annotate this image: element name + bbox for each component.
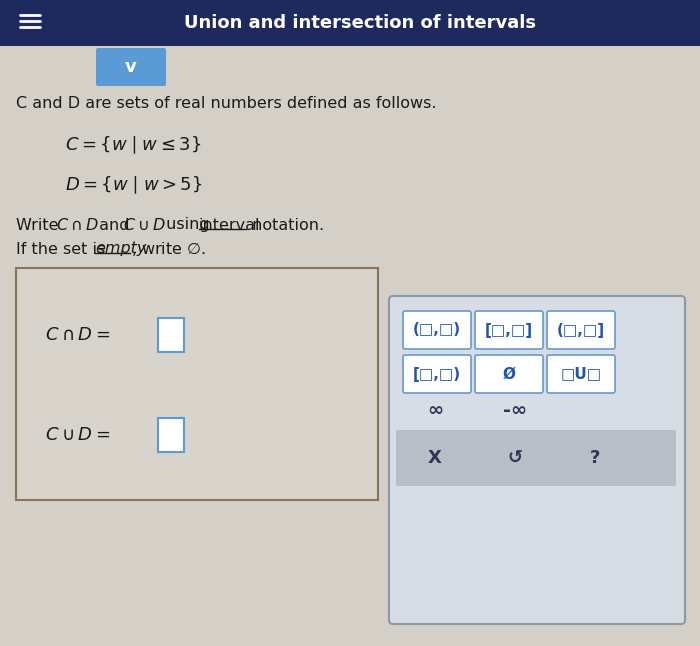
FancyBboxPatch shape — [158, 418, 184, 452]
FancyBboxPatch shape — [16, 268, 378, 500]
FancyBboxPatch shape — [0, 0, 700, 46]
Text: ?: ? — [590, 449, 600, 467]
FancyBboxPatch shape — [389, 296, 685, 624]
Text: -∞: -∞ — [503, 401, 527, 419]
Text: $D = \{w \mid w > 5\}$: $D = \{w \mid w > 5\}$ — [65, 174, 202, 196]
Text: $C \cap D =$: $C \cap D =$ — [45, 326, 110, 344]
Text: $C \cup D =$: $C \cup D =$ — [45, 426, 110, 444]
FancyBboxPatch shape — [96, 48, 166, 86]
FancyBboxPatch shape — [158, 318, 184, 352]
Text: [□,□]: [□,□] — [485, 322, 533, 337]
Text: (□,□): (□,□) — [413, 322, 461, 337]
Text: [□,□): [□,□) — [413, 366, 461, 382]
FancyBboxPatch shape — [475, 355, 543, 393]
Text: (□,□]: (□,□] — [557, 322, 605, 337]
Text: notation.: notation. — [247, 218, 324, 233]
Text: empty: empty — [95, 242, 146, 256]
Text: using: using — [161, 218, 215, 233]
FancyBboxPatch shape — [547, 311, 615, 349]
Text: If the set is: If the set is — [16, 242, 111, 256]
FancyBboxPatch shape — [403, 355, 471, 393]
Text: interval: interval — [199, 218, 260, 233]
Text: ∞: ∞ — [427, 401, 443, 419]
FancyBboxPatch shape — [396, 430, 676, 486]
FancyBboxPatch shape — [547, 355, 615, 393]
Text: $C \cup D$: $C \cup D$ — [123, 217, 166, 233]
Text: X: X — [428, 449, 442, 467]
Text: Ø: Ø — [503, 366, 515, 382]
Text: C and D are sets of real numbers defined as follows.: C and D are sets of real numbers defined… — [16, 96, 437, 112]
Text: , write $\varnothing$.: , write $\varnothing$. — [131, 240, 206, 258]
Text: v: v — [125, 58, 137, 76]
Text: ↺: ↺ — [508, 449, 523, 467]
Text: Union and intersection of intervals: Union and intersection of intervals — [184, 14, 536, 32]
FancyBboxPatch shape — [403, 311, 471, 349]
Text: Write: Write — [16, 218, 64, 233]
Text: □U□: □U□ — [561, 366, 601, 382]
Text: $C \cap D$: $C \cap D$ — [56, 217, 99, 233]
Text: and: and — [94, 218, 134, 233]
Text: $C = \{w \mid w \leq 3\}$: $C = \{w \mid w \leq 3\}$ — [65, 134, 201, 156]
FancyBboxPatch shape — [475, 311, 543, 349]
